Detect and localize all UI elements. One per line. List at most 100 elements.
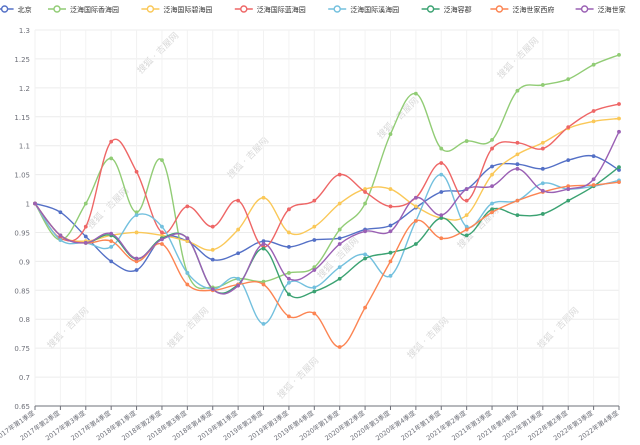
data-point bbox=[33, 201, 37, 206]
y-tick-label: 0.65 bbox=[14, 403, 30, 411]
data-point bbox=[134, 256, 139, 261]
legend-item-4[interactable]: 泛海国际溪海园 bbox=[328, 5, 399, 14]
data-point bbox=[261, 321, 266, 326]
data-point bbox=[540, 83, 545, 87]
data-point bbox=[337, 227, 342, 232]
data-point bbox=[287, 230, 291, 235]
data-point bbox=[312, 285, 317, 290]
data-point bbox=[566, 125, 571, 130]
data-point bbox=[83, 234, 88, 239]
data-point bbox=[515, 140, 520, 145]
data-point bbox=[388, 259, 393, 264]
data-point bbox=[109, 156, 114, 161]
data-point bbox=[439, 161, 444, 165]
data-point bbox=[617, 129, 621, 134]
data-point bbox=[388, 187, 393, 191]
series-line-0 bbox=[34, 154, 620, 273]
data-point bbox=[591, 183, 596, 187]
data-point bbox=[439, 236, 444, 241]
data-point bbox=[515, 162, 520, 167]
data-point bbox=[617, 102, 621, 106]
data-point bbox=[413, 195, 418, 200]
legend-marker bbox=[0, 5, 9, 13]
data-point bbox=[413, 242, 418, 246]
legend-marker bbox=[426, 5, 435, 13]
data-point bbox=[515, 166, 520, 171]
data-point bbox=[388, 229, 393, 234]
data-point bbox=[388, 132, 393, 137]
data-point bbox=[312, 238, 317, 242]
data-point bbox=[566, 198, 571, 203]
data-point bbox=[160, 242, 164, 246]
legend-item-2[interactable]: 泛海国际碧海园 bbox=[141, 5, 212, 14]
series-line-1 bbox=[34, 54, 620, 290]
data-point bbox=[337, 265, 342, 270]
data-point bbox=[337, 242, 342, 246]
y-tick-label: 0.75 bbox=[14, 345, 30, 353]
data-point bbox=[109, 239, 114, 244]
legend-item-3[interactable]: 泛海国际蓝海园 bbox=[234, 5, 306, 14]
data-point bbox=[337, 276, 342, 281]
data-point bbox=[337, 345, 342, 349]
legend-item-6[interactable]: 泛海世家西府 bbox=[490, 5, 554, 14]
data-point bbox=[236, 198, 241, 203]
data-point bbox=[236, 251, 241, 256]
data-point bbox=[337, 201, 342, 206]
data-point bbox=[464, 227, 469, 232]
data-point bbox=[236, 276, 241, 281]
data-point bbox=[312, 198, 317, 203]
y-tick-label: 1.2 bbox=[19, 85, 30, 93]
data-point bbox=[591, 119, 596, 124]
y-tick-label: 0.85 bbox=[14, 287, 30, 295]
data-point bbox=[591, 177, 596, 182]
legend-item-1[interactable]: 泛海国际香海园 bbox=[48, 5, 119, 14]
legend-marker bbox=[333, 5, 341, 13]
data-point bbox=[337, 172, 342, 177]
data-point bbox=[540, 140, 545, 145]
data-point bbox=[312, 268, 317, 272]
y-tick-label: 1.15 bbox=[14, 114, 30, 122]
watermark-text: 搜狐 · 吉屋网 bbox=[45, 305, 91, 351]
data-point bbox=[540, 166, 545, 171]
data-point bbox=[464, 139, 469, 143]
data-point bbox=[617, 52, 621, 57]
data-point bbox=[363, 201, 367, 206]
data-point bbox=[160, 237, 164, 242]
data-point bbox=[363, 252, 367, 257]
data-point bbox=[617, 165, 621, 169]
data-point bbox=[515, 198, 520, 203]
data-point bbox=[540, 212, 545, 216]
legend-label: 泛海国际碧海园 bbox=[163, 5, 212, 14]
legend-marker bbox=[53, 5, 61, 13]
data-point bbox=[134, 213, 139, 218]
data-point bbox=[490, 164, 494, 169]
legend-item-0[interactable]: 北京 bbox=[0, 5, 32, 14]
data-point bbox=[439, 190, 444, 194]
data-point bbox=[413, 91, 418, 96]
data-point bbox=[58, 210, 63, 215]
legend-item-7[interactable]: 泛海世家 bbox=[575, 5, 626, 14]
data-point bbox=[388, 273, 393, 278]
series-line-3 bbox=[34, 103, 620, 248]
data-point bbox=[591, 154, 596, 159]
y-tick-label: 0.8 bbox=[19, 316, 30, 324]
data-point bbox=[566, 77, 571, 82]
legend-marker bbox=[580, 5, 589, 13]
data-point bbox=[210, 247, 215, 252]
data-point bbox=[413, 218, 418, 223]
data-point bbox=[210, 287, 215, 292]
legend-label: 泛海国际溪海园 bbox=[350, 5, 399, 14]
data-point bbox=[185, 271, 190, 275]
data-point bbox=[490, 184, 494, 189]
data-point bbox=[439, 172, 444, 177]
data-point bbox=[312, 289, 317, 294]
data-point bbox=[363, 190, 367, 194]
watermark-text: 搜狐 · 吉屋网 bbox=[405, 315, 451, 361]
data-point bbox=[109, 139, 114, 144]
data-point bbox=[464, 187, 469, 191]
data-point bbox=[58, 238, 63, 242]
data-point bbox=[287, 280, 291, 285]
data-point bbox=[617, 180, 621, 185]
data-point bbox=[515, 88, 520, 93]
legend-item-5[interactable]: 泛海容郡 bbox=[421, 5, 472, 14]
